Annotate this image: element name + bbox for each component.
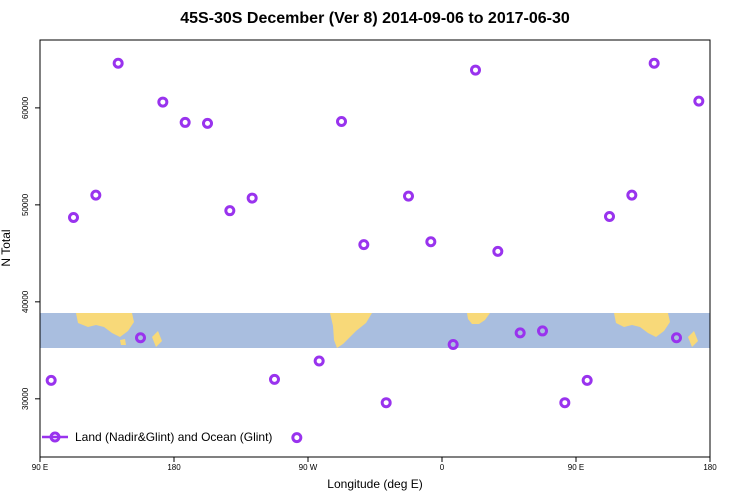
data-point: [202, 117, 213, 129]
data-point: [537, 325, 548, 337]
data-point: [246, 192, 258, 204]
data-point: [313, 355, 325, 367]
y-axis: 30000 40000 50000 60000: [21, 96, 40, 410]
x-axis: 90 E 180 90 W 0 90 E 180: [32, 457, 717, 472]
data-point: [380, 397, 392, 409]
africa-shape: [467, 313, 490, 324]
y-tick-label: 60000: [21, 96, 30, 119]
data-point: [269, 373, 280, 385]
data-point: [514, 327, 526, 339]
legend-marker: [49, 431, 61, 443]
data-point: [492, 245, 504, 257]
new-zealand-shape: [152, 331, 162, 347]
x-tick-label: 90 E: [32, 463, 48, 472]
plot-frame: [39, 39, 711, 458]
data-points: [45, 57, 705, 444]
x-tick-label: 180: [703, 463, 717, 472]
y-tick-label: 40000: [21, 290, 30, 313]
data-point: [604, 210, 615, 222]
data-point: [671, 332, 682, 344]
ocean-band: [40, 313, 710, 348]
chart-title: 45S-30S December (Ver 8) 2014-09-06 to 2…: [180, 10, 570, 27]
data-point: [112, 57, 124, 69]
x-tick-label: 90 W: [299, 463, 318, 472]
data-point: [68, 211, 79, 223]
data-point: [291, 432, 303, 444]
y-tick-label: 30000: [21, 387, 30, 410]
y-tick-label: 50000: [21, 193, 30, 216]
tasmania-shape: [120, 339, 126, 345]
data-point: [224, 205, 236, 217]
data-point: [447, 339, 459, 351]
data-point: [157, 96, 169, 108]
x-tick-label: 0: [440, 463, 445, 472]
data-point: [336, 115, 347, 127]
data-point: [626, 189, 638, 201]
legend: Land (Nadir&Glint) and Ocean (Glint): [42, 430, 272, 444]
data-point: [581, 374, 593, 386]
data-point: [45, 374, 57, 386]
y-axis-label: N Total: [0, 229, 13, 266]
x-tick-label: 180: [167, 463, 181, 472]
australia-shape-2: [614, 313, 670, 337]
x-tick-label: 90 E: [568, 463, 584, 472]
data-point: [693, 95, 705, 107]
data-point: [425, 236, 437, 248]
south-america-shape: [330, 313, 372, 348]
data-point: [403, 190, 414, 202]
australia-shape: [76, 313, 134, 337]
data-point: [358, 239, 370, 251]
data-point: [648, 57, 660, 69]
data-point: [179, 116, 191, 128]
x-axis-label: Longitude (deg E): [327, 477, 422, 491]
legend-label: Land (Nadir&Glint) and Ocean (Glint): [75, 430, 272, 444]
data-point: [559, 397, 571, 409]
world-map-strip: [40, 313, 710, 348]
data-point: [470, 64, 481, 76]
data-point: [90, 189, 102, 201]
new-zealand-shape-2: [688, 331, 698, 347]
data-point: [135, 332, 146, 344]
